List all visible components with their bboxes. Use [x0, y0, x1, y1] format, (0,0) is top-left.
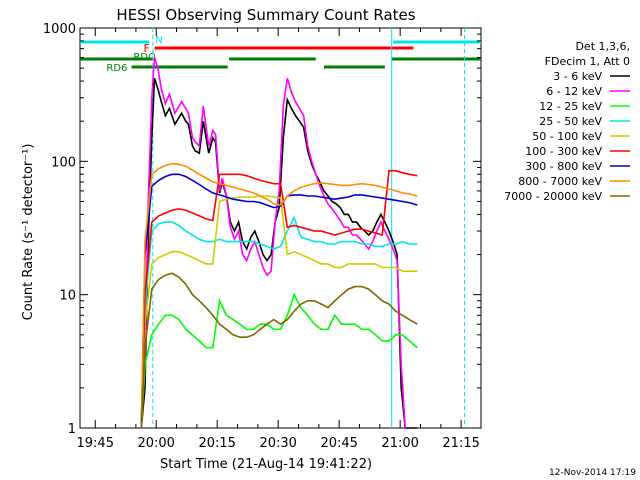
plot-border — [79, 27, 482, 429]
x-tick-label: 19:45 — [77, 436, 114, 451]
legend-label: 12 - 25 keV — [539, 100, 602, 113]
axes: 1 10 100 1000 19:45 20:00 20:15 20:30 20:45 21:00… — [43, 22, 481, 451]
legend-label: 3 - 6 keV — [553, 70, 602, 83]
legend-label: 300 - 800 keV — [525, 160, 602, 173]
flag-rdo-label: RDO — [133, 52, 156, 63]
flag-rd6-label: RD6 — [106, 63, 127, 74]
legend-label: 100 - 300 keV — [525, 145, 602, 158]
x-tick-label: 20:45 — [320, 436, 357, 451]
x-tick-label: 20:00 — [137, 436, 174, 451]
series-line — [140, 173, 418, 429]
x-tick-label: 20:30 — [259, 436, 296, 451]
footer-date: 12-Nov-2014 17:19 — [549, 468, 636, 478]
series-line — [140, 272, 418, 429]
series-layer — [140, 57, 418, 429]
legend-label: 6 - 12 keV — [546, 85, 602, 98]
series-line — [140, 77, 418, 429]
legend-header: Det 1,3,6, — [575, 40, 630, 53]
legend-header: FDecim 1, Att 0 — [545, 55, 630, 68]
legend-label: 50 - 100 keV — [532, 130, 602, 143]
series-line — [140, 195, 418, 429]
legend-label: 25 - 50 keV — [539, 115, 602, 128]
flag-n-label: N — [155, 35, 162, 46]
chart-title: HESSI Observing Summary Count Rates — [116, 6, 415, 24]
y-tick-label: 1000 — [43, 22, 76, 37]
x-axis-label: Start Time (21-Aug-14 19:41:22) — [160, 457, 372, 472]
y-tick-label: 1 — [68, 422, 76, 437]
x-tick-label: 20:15 — [198, 436, 235, 451]
series-line — [140, 215, 418, 429]
x-tick-label: 21:15 — [442, 436, 479, 451]
series-line — [140, 162, 418, 429]
y-axis-label: Count Rate (s⁻¹ detector⁻¹) — [21, 144, 36, 321]
legend-label: 800 - 7000 keV — [518, 175, 602, 188]
x-tick-label: 21:00 — [381, 436, 418, 451]
series-line — [140, 57, 406, 429]
y-tick-label: 10 — [59, 289, 76, 304]
legend: Det 1,3,6, FDecim 1, Att 0 3 - 6 keV 6 - 12… — [504, 40, 630, 203]
legend-label: 7000 - 20000 keV — [504, 190, 602, 203]
plot-frame — [79, 27, 482, 429]
series-line — [140, 292, 418, 429]
flag-f-label: F — [143, 42, 149, 55]
y-tick-label: 100 — [51, 155, 76, 170]
series-line — [140, 169, 418, 429]
